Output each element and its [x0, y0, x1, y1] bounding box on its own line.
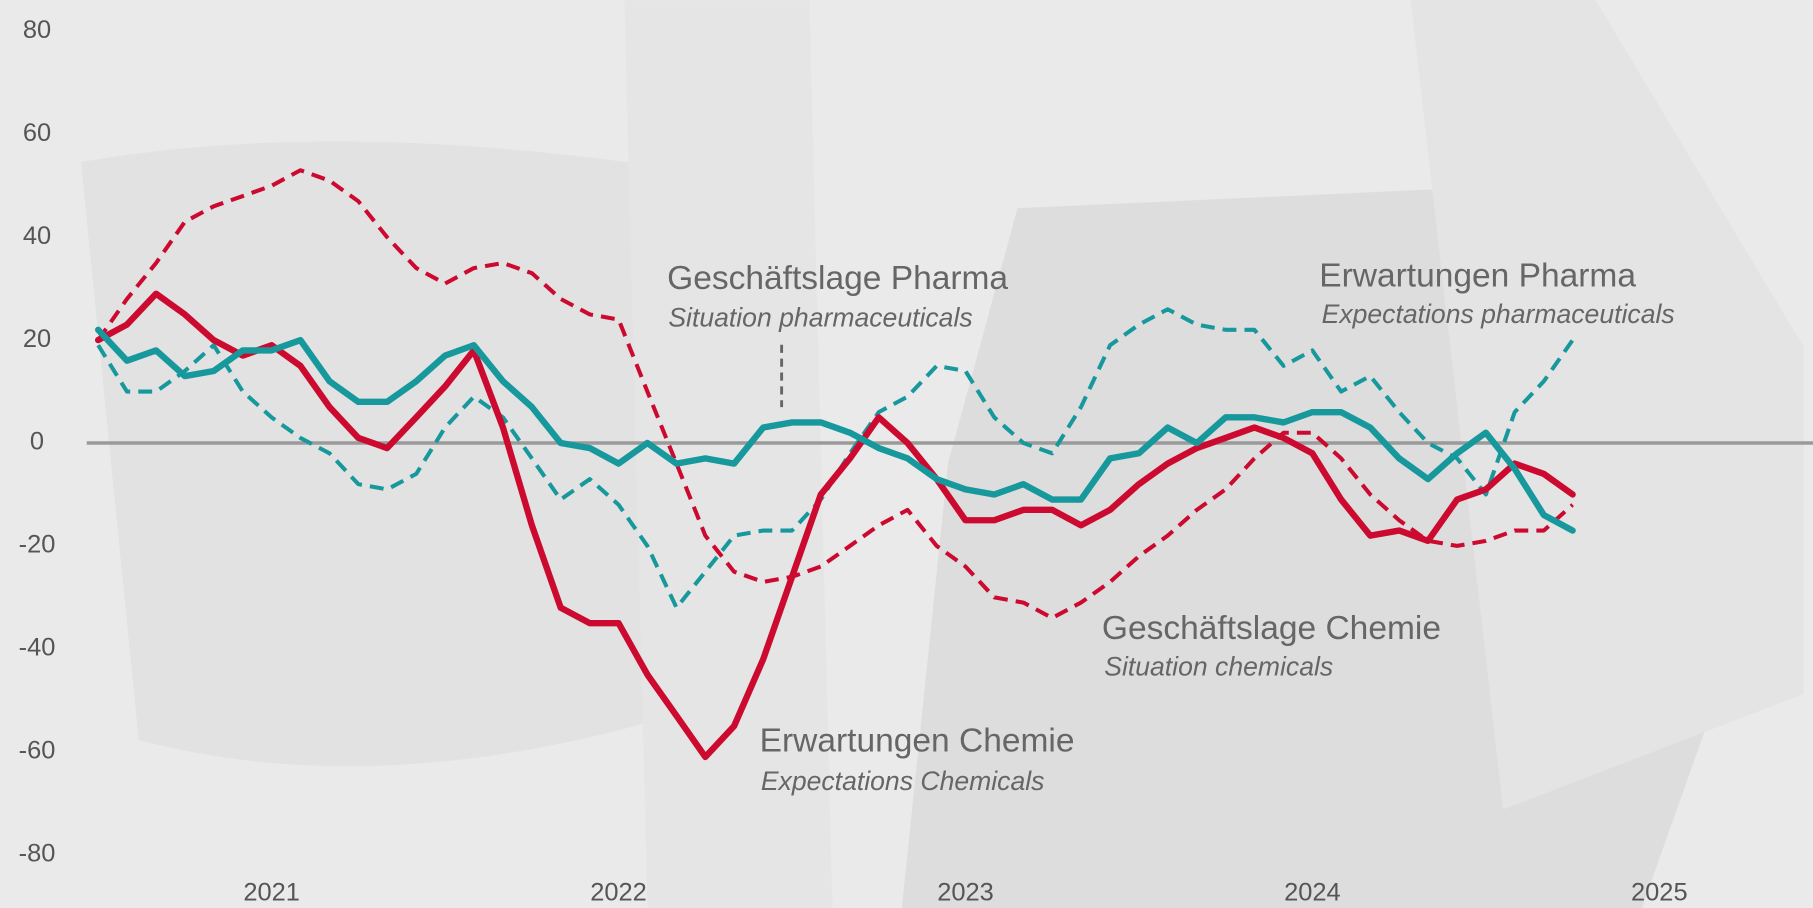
series-label: Erwartungen Chemie	[760, 722, 1075, 759]
series-label: Geschäftslage Chemie	[1102, 610, 1441, 647]
y-tick-label: 0	[30, 428, 44, 456]
y-tick-label: 80	[23, 16, 51, 44]
dashed-line	[96, 168, 1574, 620]
x-tick-label: 2025	[1631, 879, 1688, 907]
series-label-translation: Expectations Chemicals	[761, 766, 1045, 796]
dashed-line	[96, 307, 1575, 610]
series-label: Erwartungen Pharma	[1319, 258, 1636, 295]
series-label-translation: Situation chemicals	[1104, 652, 1333, 682]
y-tick-label: 60	[23, 119, 51, 147]
y-tick-label: -60	[19, 736, 56, 764]
y-tick-label: -20	[19, 531, 56, 559]
series-label-translation: Situation pharmaceuticals	[668, 302, 972, 332]
y-tick-label: 40	[23, 222, 51, 250]
series-label: Geschäftslage Pharma	[667, 260, 1008, 297]
x-tick-label: 2024	[1284, 879, 1341, 907]
x-tick-label: 2023	[937, 879, 994, 907]
series-label-translation: Expectations pharmaceuticals	[1322, 299, 1675, 329]
y-tick-label: -80	[19, 839, 56, 867]
x-tick-label: 2022	[590, 879, 647, 907]
solid-line	[94, 326, 1576, 534]
solid-line	[94, 290, 1576, 761]
y-tick-label: 20	[23, 325, 51, 353]
x-tick-label: 2021	[243, 879, 300, 907]
y-tick-label: -40	[19, 634, 56, 662]
